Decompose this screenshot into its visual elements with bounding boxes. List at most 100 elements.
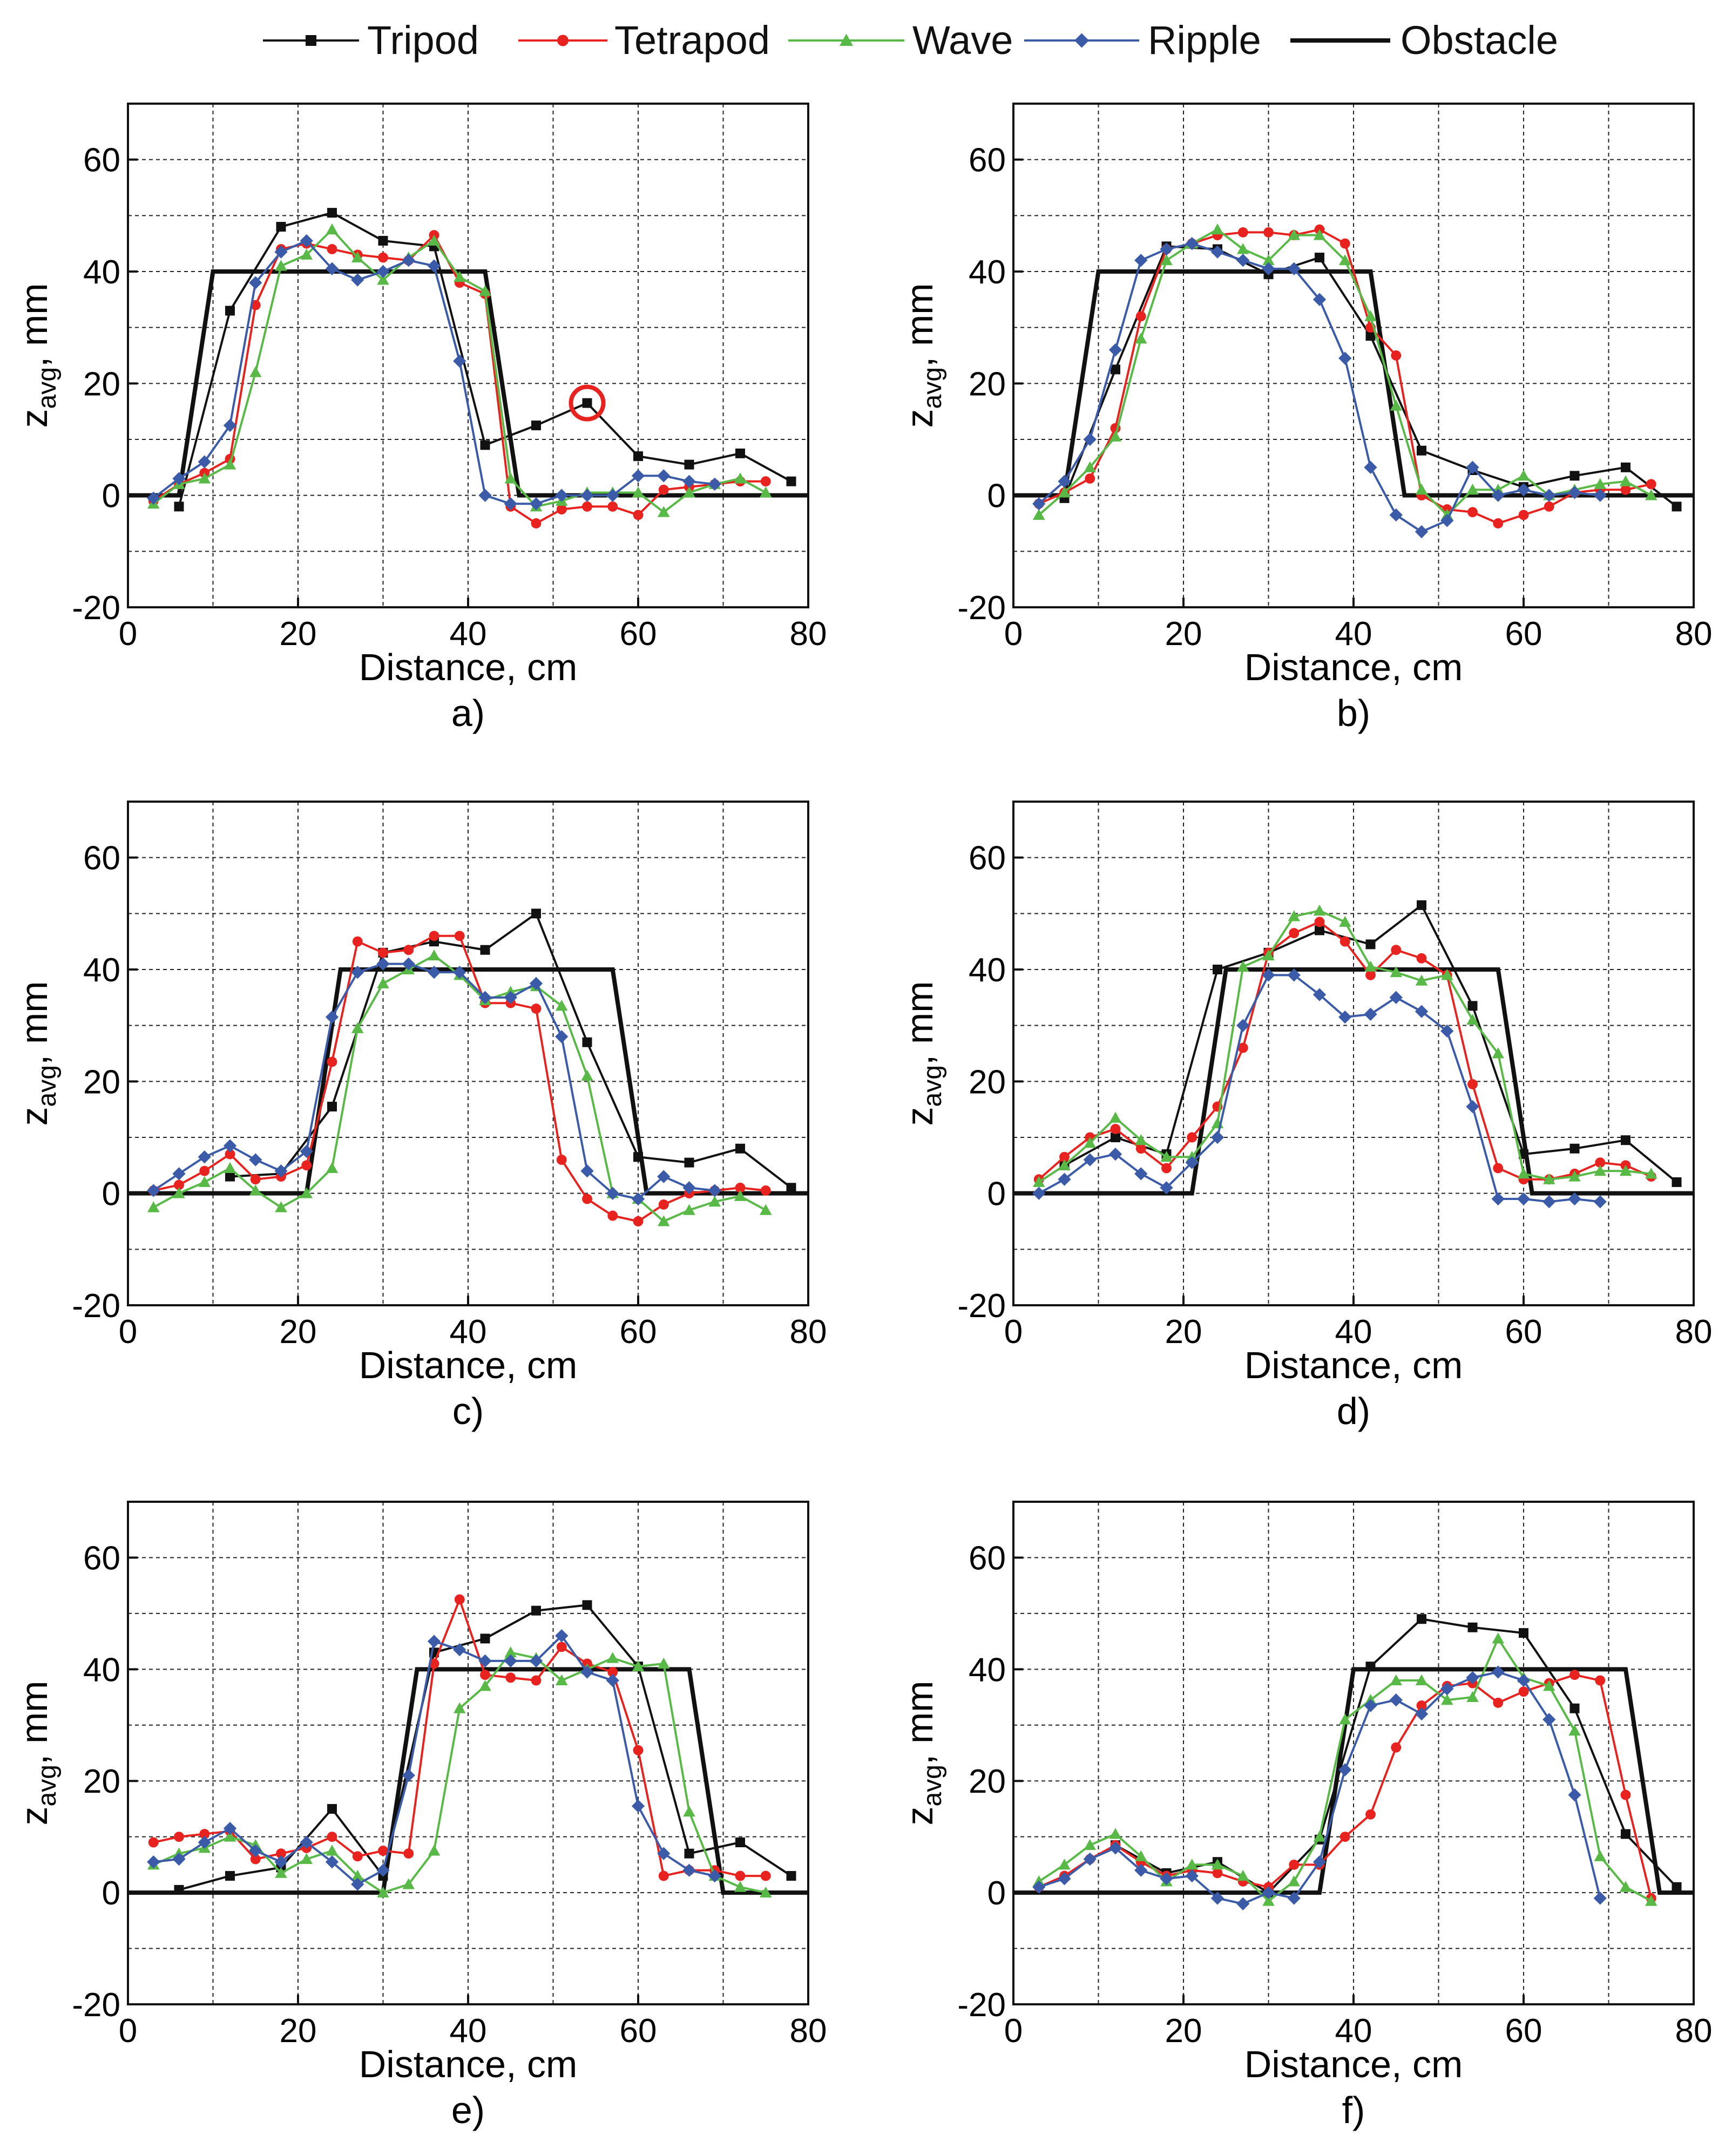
data-point-tetrapod xyxy=(1365,969,1376,980)
data-point-wave xyxy=(1645,1168,1657,1179)
data-point-wave xyxy=(326,223,339,235)
data-point-wave xyxy=(1517,470,1530,481)
y-axis-title: zavg, mm xyxy=(898,1681,947,1826)
data-point-wave xyxy=(1160,254,1173,266)
data-point-wave xyxy=(1058,1859,1071,1870)
legend-label: Obstacle xyxy=(1401,18,1558,63)
data-point-tripod xyxy=(786,1871,796,1881)
data-point-tetrapod xyxy=(174,1179,184,1190)
data-point-ripple xyxy=(1262,262,1275,275)
y-axis-title-unit: , mm xyxy=(13,1681,55,1765)
data-point-wave xyxy=(734,472,747,484)
plot-area xyxy=(1013,104,1694,607)
data-point-tetrapod xyxy=(1135,1143,1146,1154)
data-point-ripple xyxy=(1517,483,1531,497)
data-point-wave xyxy=(1466,1691,1479,1703)
data-point-wave xyxy=(1492,1632,1504,1644)
y-tick-label: 0 xyxy=(987,478,1006,515)
data-point-ripple xyxy=(300,234,313,248)
data-point-tetrapod xyxy=(760,1185,771,1196)
plot-area xyxy=(128,802,808,1305)
y-tick-label: -20 xyxy=(957,1287,1006,1325)
data-point-tetrapod xyxy=(633,1745,644,1755)
data-point-ripple xyxy=(580,1665,594,1679)
data-point-tripod xyxy=(225,1171,235,1182)
data-point-ripple xyxy=(1338,351,1352,365)
y-tick-label: 40 xyxy=(83,1651,120,1689)
data-point-tripod xyxy=(735,448,745,458)
data-point-wave xyxy=(1466,1014,1479,1025)
plot-area xyxy=(1013,802,1694,1305)
data-point-ripple xyxy=(198,1150,211,1164)
data-point-tetrapod xyxy=(1416,953,1427,964)
data-point-ripple xyxy=(402,957,415,971)
legend-item-tripod: Tripod xyxy=(263,18,479,63)
data-point-tetrapod xyxy=(352,1851,363,1862)
data-point-ripple xyxy=(223,418,237,432)
data-point-tetrapod xyxy=(658,1199,669,1210)
x-tick-label: 20 xyxy=(1165,2012,1202,2050)
data-point-wave xyxy=(658,506,670,517)
data-point-wave xyxy=(1568,1724,1581,1736)
data-point-wave xyxy=(1364,310,1377,321)
data-point-wave xyxy=(147,1201,160,1212)
y-tick-label: 0 xyxy=(102,1176,120,1213)
data-point-wave xyxy=(1441,969,1453,980)
y-axis-title-subscript: avg xyxy=(918,1065,947,1107)
data-point-tetrapod xyxy=(1059,1151,1070,1162)
data-point-tetrapod xyxy=(429,1658,439,1669)
data-point-wave xyxy=(1288,229,1300,240)
x-tick-label: 0 xyxy=(1004,2012,1023,2050)
data-point-ripple xyxy=(580,1164,594,1178)
y-tick-label: 60 xyxy=(83,840,120,877)
data-point-wave xyxy=(1084,1137,1096,1148)
data-point-wave xyxy=(275,1201,287,1212)
data-point-ripple xyxy=(529,1654,543,1667)
data-point-wave xyxy=(428,234,441,246)
data-point-wave xyxy=(1619,1881,1632,1892)
x-tick-label: 0 xyxy=(1004,615,1023,653)
data-point-tripod xyxy=(684,1848,694,1859)
data-point-ripple xyxy=(1262,968,1275,982)
data-point-ripple xyxy=(631,1799,645,1813)
data-point-ripple xyxy=(1517,1673,1531,1687)
data-point-ripple xyxy=(1032,1187,1046,1200)
y-tick-label: 40 xyxy=(969,952,1006,989)
y-tick-label: 60 xyxy=(969,142,1006,179)
data-point-tetrapod xyxy=(1339,1832,1350,1842)
data-point-tetrapod xyxy=(1237,227,1248,238)
data-point-tripod xyxy=(531,908,541,919)
data-point-tripod xyxy=(480,440,490,450)
data-point-ripple xyxy=(708,477,721,491)
y-tick-label: 60 xyxy=(969,840,1006,877)
data-point-tripod xyxy=(1111,364,1120,375)
obstacle-line xyxy=(128,1667,808,1895)
y-tick-label: -20 xyxy=(72,1287,120,1325)
x-axis-title: Distance, cm xyxy=(1244,2043,1463,2085)
data-point-ripple xyxy=(1440,514,1454,527)
x-axis-title: Distance, cm xyxy=(1244,1344,1463,1386)
data-point-tetrapod xyxy=(199,1165,210,1176)
y-tick-label: 40 xyxy=(83,952,120,989)
x-axis-title: Distance, cm xyxy=(359,2043,578,2085)
data-point-ripple xyxy=(1236,1897,1250,1910)
data-point-tripod xyxy=(480,945,490,955)
data-point-wave xyxy=(1237,1869,1249,1881)
data-point-ripple xyxy=(274,1855,288,1869)
data-point-ripple xyxy=(427,259,441,273)
data-point-tripod xyxy=(1621,1829,1630,1839)
data-point-ripple xyxy=(1568,1192,1581,1206)
x-tick-label: 40 xyxy=(450,1313,487,1351)
x-tick-label: 40 xyxy=(1335,1313,1372,1351)
data-point-ripple xyxy=(631,1192,645,1206)
y-axis-title-main: z xyxy=(898,1806,941,1825)
data-point-tetrapod xyxy=(1391,350,1402,361)
data-point-ripple xyxy=(708,1869,721,1883)
data-point-ripple xyxy=(606,1187,619,1200)
series-tripod xyxy=(174,208,796,512)
data-point-wave xyxy=(1441,1693,1453,1705)
data-point-tetrapod xyxy=(174,1832,184,1842)
data-point-ripple xyxy=(376,1863,390,1877)
x-tick-label: 60 xyxy=(1505,615,1542,653)
